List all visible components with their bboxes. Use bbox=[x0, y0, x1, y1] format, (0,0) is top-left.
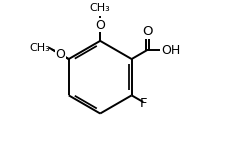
Text: O: O bbox=[55, 48, 65, 61]
Text: O: O bbox=[141, 25, 152, 38]
Text: OH: OH bbox=[160, 44, 180, 57]
Text: CH₃: CH₃ bbox=[89, 3, 110, 13]
Text: CH₃: CH₃ bbox=[30, 43, 50, 53]
Text: O: O bbox=[95, 19, 105, 32]
Text: F: F bbox=[139, 97, 147, 110]
